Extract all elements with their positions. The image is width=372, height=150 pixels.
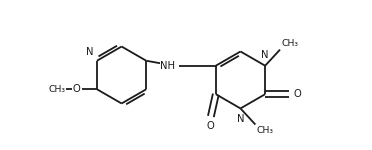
Text: NH: NH	[160, 61, 175, 71]
Text: CH₃: CH₃	[48, 85, 65, 94]
Text: O: O	[72, 84, 80, 94]
Text: N: N	[86, 47, 94, 57]
Text: O: O	[207, 122, 215, 131]
Text: CH₃: CH₃	[281, 39, 298, 48]
Text: O: O	[293, 89, 301, 99]
Text: N: N	[237, 114, 244, 124]
Text: N: N	[262, 50, 269, 60]
Text: CH₃: CH₃	[257, 126, 273, 135]
